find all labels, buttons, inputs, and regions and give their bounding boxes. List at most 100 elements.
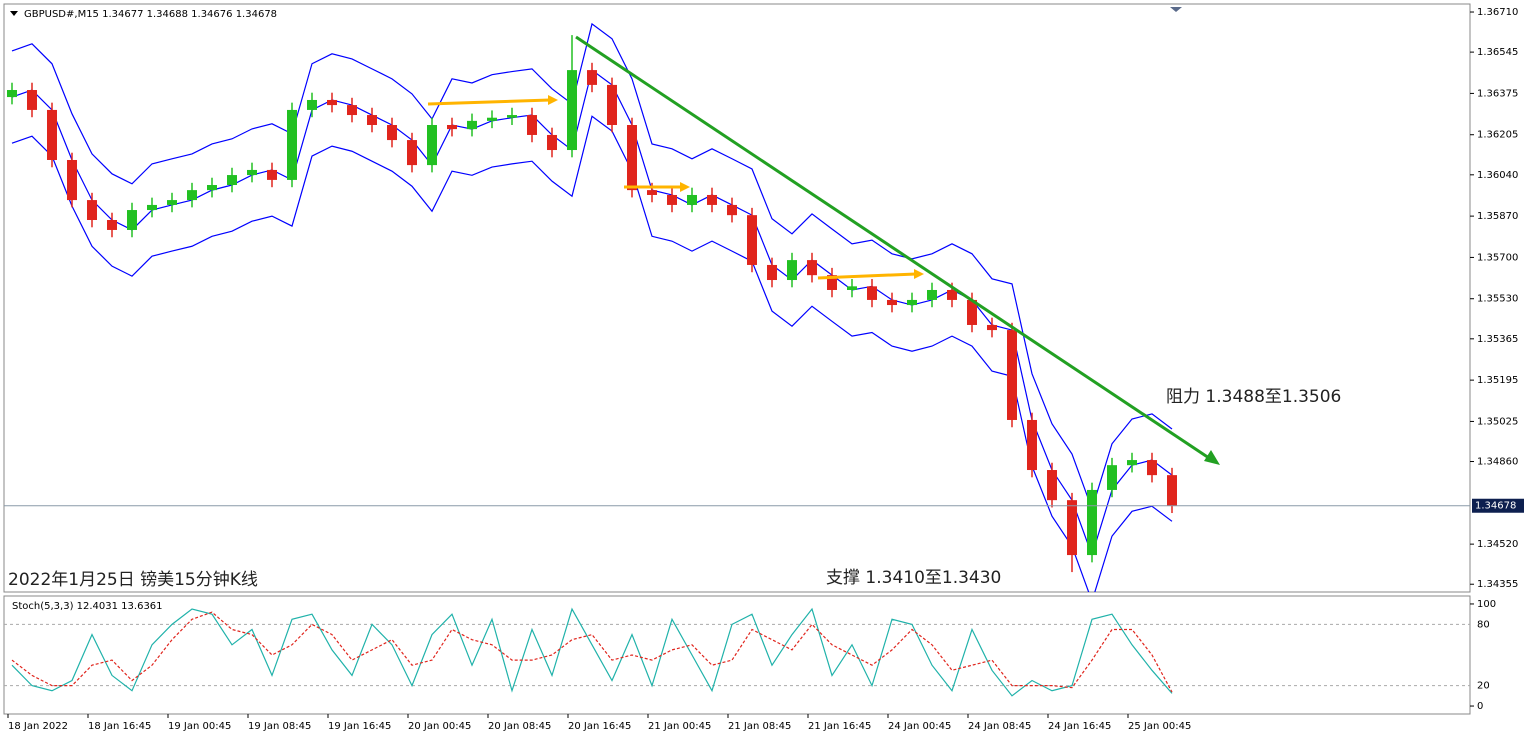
candle-body (67, 159, 77, 201)
y-tick-label: 1.36205 (1477, 130, 1518, 141)
x-tick-label: 20 Jan 08:45 (488, 721, 551, 732)
candle-body (947, 289, 957, 300)
candle-body (287, 109, 297, 180)
stoch-plot (4, 607, 1470, 697)
x-tick-label: 24 Jan 08:45 (968, 721, 1031, 732)
candle-body (527, 115, 537, 135)
candle-body (787, 260, 797, 281)
candle-body (487, 117, 497, 121)
candle-body (227, 175, 237, 186)
current-price-label: 1.34678 (1475, 501, 1516, 512)
band-upper (11, 22, 1173, 511)
current-price-box (1472, 498, 1524, 513)
y-tick-label: 80 (1477, 619, 1490, 630)
candle-body (1007, 330, 1017, 420)
candle-body (1047, 470, 1057, 501)
drawings (10, 7, 1220, 465)
candle-body (807, 260, 817, 276)
candle-body (827, 275, 837, 290)
price-panel (3, 3, 1471, 593)
x-tick-label: 19 Jan 08:45 (248, 721, 311, 732)
indicator-title: Stoch(5,3,3) 12.4031 13.6361 (12, 601, 163, 612)
candle-body (867, 286, 877, 300)
candle-body (587, 70, 597, 85)
candle-body (927, 289, 937, 300)
orange-arrow (427, 98, 551, 106)
candle-body (467, 120, 477, 130)
annotation: 阻力 1.3488至1.3506 (1166, 387, 1341, 407)
x-tick-label: 25 Jan 00:45 (1128, 721, 1191, 732)
candle-body (107, 220, 117, 230)
candle-body (247, 169, 257, 176)
y-tick-label: 100 (1477, 599, 1496, 610)
candle-body (387, 125, 397, 141)
candle-body (1147, 460, 1157, 476)
candle-body (207, 185, 217, 191)
candle-body (347, 105, 357, 116)
candle-body (747, 215, 757, 265)
candle-body (1167, 475, 1177, 506)
y-tick-label: 1.35025 (1477, 416, 1518, 427)
arrow-head (1204, 450, 1220, 465)
candle-body (507, 115, 517, 118)
x-tick-label: 19 Jan 00:45 (168, 721, 231, 732)
candle-body (367, 115, 377, 126)
candle-body (47, 109, 57, 160)
candle-body (667, 194, 677, 205)
y-tick-label: 1.35530 (1477, 294, 1518, 305)
candle-body (767, 264, 777, 281)
x-tick-label: 19 Jan 16:45 (328, 721, 391, 732)
candle-body (307, 99, 317, 110)
band-lower (11, 115, 1173, 592)
x-tick-label: 18 Jan 16:45 (88, 721, 151, 732)
annotation: 支撑 1.3410至1.3430 (826, 568, 1001, 588)
caption: 2022年1月25日 镑美15分钟K线 (8, 570, 258, 590)
x-tick-label: 21 Jan 08:45 (728, 721, 791, 732)
y-tick-label: 1.36375 (1477, 88, 1518, 99)
y-tick-label: 1.35365 (1477, 334, 1518, 345)
chart-title: GBPUSD#,M15 1.34677 1.34688 1.34676 1.34… (24, 9, 277, 20)
y-tick-label: 20 (1477, 681, 1490, 692)
candle-body (687, 194, 697, 205)
orange-arrow (817, 272, 917, 280)
candle-body (407, 140, 417, 166)
price-plot (7, 22, 1177, 592)
candle-body (847, 286, 857, 290)
y-tick-label: 1.34355 (1477, 579, 1518, 590)
candle-body (887, 299, 897, 306)
candle-body (727, 204, 737, 216)
x-tick-label: 21 Jan 16:45 (808, 721, 871, 732)
candle-body (87, 200, 97, 221)
x-tick-label: 24 Jan 00:45 (888, 721, 951, 732)
stoch-main (11, 607, 1173, 697)
x-tick-label: 18 Jan 2022 (8, 721, 68, 732)
y-tick-label: 1.35195 (1477, 375, 1518, 386)
marker (1170, 7, 1182, 12)
candle-body (1087, 489, 1097, 556)
candle-body (267, 169, 277, 180)
candle-body (607, 84, 617, 126)
y-tick-label: 1.36545 (1477, 47, 1518, 58)
candle-body (427, 125, 437, 166)
candle-body (1067, 500, 1077, 556)
y-tick-label: 0 (1477, 701, 1483, 712)
y-tick-label: 1.36710 (1477, 7, 1518, 18)
candle-body (447, 125, 457, 130)
arrow-head (548, 95, 558, 105)
stoch-panel (3, 595, 1471, 715)
stoch-signal (11, 611, 1173, 693)
arrow-head (680, 182, 690, 192)
candle-body (327, 99, 337, 106)
y-tick-label: 1.35700 (1477, 252, 1518, 263)
candle-body (707, 194, 717, 205)
candle-body (1127, 460, 1137, 466)
candle-body (967, 299, 977, 325)
candle-body (1107, 465, 1117, 490)
trend-line (575, 35, 1213, 462)
candle-body (647, 190, 657, 195)
candle-body (907, 299, 917, 306)
candle-body (167, 200, 177, 205)
candle-body (627, 125, 637, 191)
